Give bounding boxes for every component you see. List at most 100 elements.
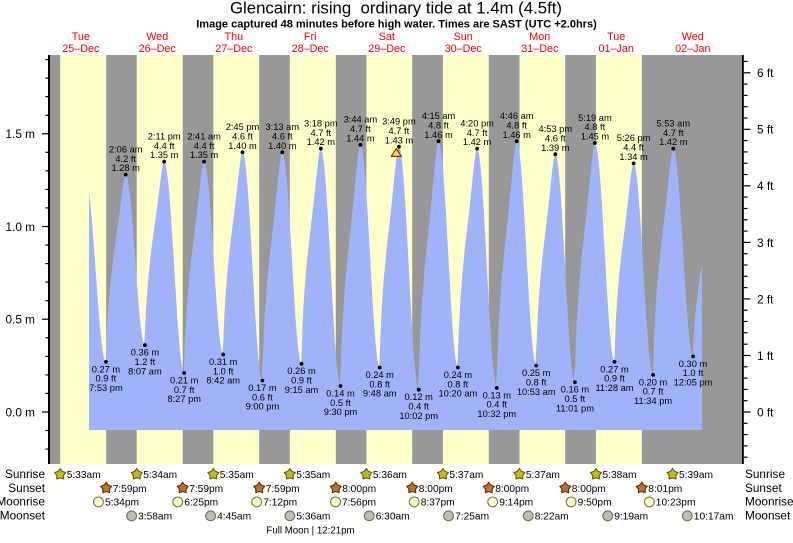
svg-text:0.31 m: 0.31 m <box>209 357 238 367</box>
svg-text:3:49 pm: 3:49 pm <box>382 117 416 127</box>
svg-text:1.40 m: 1.40 m <box>228 141 257 151</box>
svg-text:6:25pm: 6:25pm <box>184 498 218 509</box>
svg-text:Fri: Fri <box>304 31 317 43</box>
svg-text:1.2 ft: 1.2 ft <box>135 357 156 367</box>
svg-text:Moonset: Moonset <box>0 509 46 523</box>
svg-text:4.4 ft: 4.4 ft <box>623 143 644 153</box>
svg-text:3:13 am: 3:13 am <box>266 122 300 132</box>
svg-text:12:05 pm: 12:05 pm <box>674 378 713 388</box>
svg-text:Wed: Wed <box>146 31 168 43</box>
svg-text:1.0 m: 1.0 m <box>5 220 35 234</box>
svg-text:4.7 ft: 4.7 ft <box>350 124 371 134</box>
svg-text:5 ft: 5 ft <box>757 123 774 137</box>
svg-text:0.27 m: 0.27 m <box>92 364 121 374</box>
svg-text:Moonrise: Moonrise <box>745 495 793 509</box>
svg-text:9:19am: 9:19am <box>614 512 648 523</box>
svg-text:5:36am: 5:36am <box>296 512 330 523</box>
svg-text:10:02 pm: 10:02 pm <box>399 411 438 421</box>
svg-text:1.0 ft: 1.0 ft <box>683 368 704 378</box>
svg-text:27–Dec: 27–Dec <box>215 43 253 55</box>
svg-text:1.35 m: 1.35 m <box>150 150 179 160</box>
svg-text:8:22am: 8:22am <box>535 512 569 523</box>
svg-text:Moonset: Moonset <box>745 509 791 523</box>
svg-text:3:18 pm: 3:18 pm <box>304 118 338 128</box>
svg-text:8:01pm: 8:01pm <box>648 484 682 495</box>
svg-text:1.46 m: 1.46 m <box>502 130 531 140</box>
svg-text:29–Dec: 29–Dec <box>368 43 406 55</box>
svg-text:Sunset: Sunset <box>745 481 782 495</box>
svg-text:1.44 m: 1.44 m <box>346 134 375 144</box>
svg-text:0.17 m: 0.17 m <box>248 383 277 393</box>
svg-text:0.5 ft: 0.5 ft <box>330 398 351 408</box>
svg-text:0.8 ft: 0.8 ft <box>526 377 547 387</box>
svg-text:2:06 am: 2:06 am <box>109 144 143 154</box>
svg-text:5:35am: 5:35am <box>296 470 330 481</box>
svg-text:9:30 pm: 9:30 pm <box>324 407 358 417</box>
svg-text:0.9 ft: 0.9 ft <box>96 374 117 384</box>
svg-text:Tue: Tue <box>607 31 625 43</box>
svg-text:8:00pm: 8:00pm <box>419 484 453 495</box>
svg-text:3:58am: 3:58am <box>138 512 172 523</box>
svg-text:Moonrise: Moonrise <box>0 495 45 509</box>
svg-text:0.16 m: 0.16 m <box>561 385 590 395</box>
svg-text:4.4 ft: 4.4 ft <box>154 141 175 151</box>
svg-text:8:07 am: 8:07 am <box>128 366 162 376</box>
svg-text:0.7 ft: 0.7 ft <box>643 387 664 397</box>
svg-text:0.21 m: 0.21 m <box>170 375 199 385</box>
svg-text:28–Dec: 28–Dec <box>292 43 330 55</box>
svg-text:7:53 pm: 7:53 pm <box>89 383 123 393</box>
svg-text:Full Moon | 12:21pm: Full Moon | 12:21pm <box>266 526 354 537</box>
svg-text:2:41 am: 2:41 am <box>187 131 221 141</box>
svg-text:9:50pm: 9:50pm <box>578 498 612 509</box>
svg-text:1.42 m: 1.42 m <box>463 137 492 147</box>
svg-text:5:34am: 5:34am <box>143 470 177 481</box>
svg-text:9:14pm: 9:14pm <box>499 498 533 509</box>
svg-text:5:37am: 5:37am <box>526 470 560 481</box>
svg-text:0.6 ft: 0.6 ft <box>252 392 273 402</box>
svg-text:7:59pm: 7:59pm <box>189 484 223 495</box>
svg-text:10:23pm: 10:23pm <box>656 498 696 509</box>
svg-text:2 ft: 2 ft <box>757 292 774 306</box>
svg-text:1.46 m: 1.46 m <box>424 130 453 140</box>
svg-text:4:15 am: 4:15 am <box>422 111 456 121</box>
svg-text:0.26 m: 0.26 m <box>287 366 316 376</box>
svg-text:1.42 m: 1.42 m <box>659 137 688 147</box>
svg-text:Sunrise: Sunrise <box>745 467 785 481</box>
svg-text:4 ft: 4 ft <box>757 179 774 193</box>
svg-text:8:00pm: 8:00pm <box>572 484 606 495</box>
svg-text:4.7 ft: 4.7 ft <box>467 128 488 138</box>
svg-text:7:59pm: 7:59pm <box>113 484 147 495</box>
svg-text:Tue: Tue <box>72 31 90 43</box>
svg-text:11:28 am: 11:28 am <box>595 383 633 393</box>
svg-text:6 ft: 6 ft <box>757 66 774 80</box>
svg-text:3:44 am: 3:44 am <box>344 115 378 125</box>
svg-text:0.25 m: 0.25 m <box>522 368 551 378</box>
svg-text:6:30am: 6:30am <box>376 512 410 523</box>
svg-text:Sat: Sat <box>379 31 395 43</box>
svg-text:9:48 am: 9:48 am <box>363 389 397 399</box>
svg-text:1.34 m: 1.34 m <box>619 152 648 162</box>
svg-text:5:34pm: 5:34pm <box>105 498 139 509</box>
svg-text:Sun: Sun <box>454 31 473 43</box>
svg-text:5:36am: 5:36am <box>373 470 407 481</box>
svg-text:0.24 m: 0.24 m <box>365 370 394 380</box>
svg-text:Glencairn: rising ordinary ti: Glencairn: rising ordinary tide at 1.4m … <box>230 0 562 17</box>
svg-text:0.27 m: 0.27 m <box>600 364 629 374</box>
svg-text:4:46 am: 4:46 am <box>500 111 534 121</box>
svg-text:11:34 pm: 11:34 pm <box>634 396 672 406</box>
svg-text:1.40 m: 1.40 m <box>268 141 297 151</box>
svg-text:9:00 pm: 9:00 pm <box>246 402 280 412</box>
svg-text:0.5 m: 0.5 m <box>5 313 35 327</box>
svg-text:5:35am: 5:35am <box>220 470 254 481</box>
svg-text:2:45 pm: 2:45 pm <box>226 122 260 132</box>
svg-text:4.6 ft: 4.6 ft <box>272 132 293 142</box>
svg-text:4.8 ft: 4.8 ft <box>506 120 527 130</box>
svg-text:1.45 m: 1.45 m <box>581 132 610 142</box>
svg-text:0.20 m: 0.20 m <box>639 377 668 387</box>
svg-text:7:56pm: 7:56pm <box>342 498 376 509</box>
svg-text:4:20 pm: 4:20 pm <box>460 118 494 128</box>
svg-text:5:38am: 5:38am <box>603 470 637 481</box>
svg-text:10:32 pm: 10:32 pm <box>477 409 516 419</box>
svg-text:7:25am: 7:25am <box>455 512 489 523</box>
svg-text:4:53 pm: 4:53 pm <box>539 124 573 134</box>
